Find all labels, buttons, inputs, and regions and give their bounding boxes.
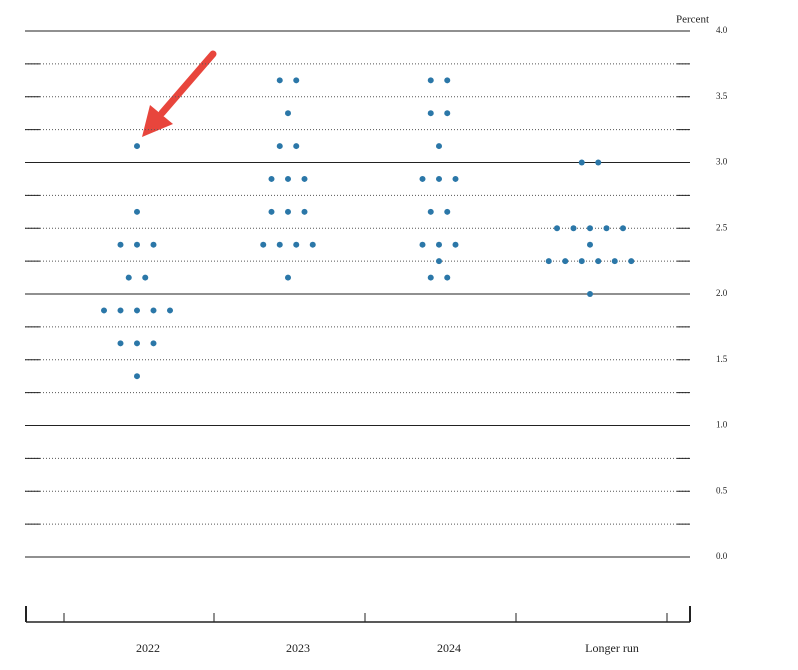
dot bbox=[285, 274, 291, 281]
dot bbox=[309, 241, 316, 248]
dot bbox=[419, 175, 426, 182]
dot bbox=[427, 110, 434, 117]
dot bbox=[268, 208, 275, 215]
dot bbox=[134, 340, 140, 347]
dot bbox=[125, 274, 132, 281]
dot bbox=[134, 143, 140, 150]
dot bbox=[587, 225, 593, 232]
y-tick-label: 3.5 bbox=[716, 91, 728, 101]
dot bbox=[117, 307, 124, 314]
dot bbox=[452, 241, 459, 248]
dot bbox=[276, 77, 283, 84]
dot bbox=[554, 225, 560, 232]
y-tick-label: 4.0 bbox=[716, 25, 728, 35]
y-tick-label: 1.5 bbox=[716, 354, 728, 364]
dot bbox=[117, 340, 124, 347]
dot bbox=[562, 258, 569, 265]
dot bbox=[452, 175, 459, 182]
dot bbox=[293, 143, 300, 150]
dot bbox=[578, 159, 585, 166]
dot bbox=[595, 159, 602, 166]
dot bbox=[285, 110, 291, 117]
dot bbox=[285, 208, 291, 215]
dot bbox=[436, 241, 442, 248]
dot bbox=[276, 143, 283, 150]
y-tick-label: 1.0 bbox=[716, 420, 728, 430]
dot bbox=[419, 241, 426, 248]
dot bbox=[444, 208, 451, 215]
dot bbox=[611, 258, 618, 265]
dot bbox=[436, 175, 442, 182]
dot bbox=[293, 241, 300, 248]
dot bbox=[293, 77, 300, 84]
dot bbox=[268, 175, 275, 182]
dot bbox=[285, 175, 291, 182]
y-tick-label: 2.0 bbox=[716, 288, 728, 298]
dot bbox=[301, 175, 308, 182]
dot bbox=[427, 208, 434, 215]
y-tick-label: 0.5 bbox=[716, 485, 728, 495]
dot bbox=[570, 225, 577, 232]
y-axis-label: Percent bbox=[676, 14, 709, 26]
dot bbox=[587, 241, 593, 248]
dot bbox=[603, 225, 610, 232]
dot bbox=[628, 258, 635, 265]
x-tick-label: Longer run bbox=[585, 641, 639, 655]
dot bbox=[545, 258, 552, 265]
annotation-arrow bbox=[142, 50, 217, 137]
dot bbox=[134, 373, 140, 380]
dot bbox=[117, 241, 124, 248]
dot bbox=[150, 241, 157, 248]
dot bbox=[427, 77, 434, 84]
dot bbox=[444, 77, 451, 84]
dot bbox=[444, 110, 451, 117]
y-tick-label: 0.0 bbox=[716, 551, 728, 561]
dot bbox=[134, 208, 140, 215]
dot bbox=[436, 258, 442, 265]
dot bbox=[260, 241, 267, 248]
dot bbox=[595, 258, 602, 265]
dot bbox=[150, 340, 157, 347]
dot bbox=[276, 241, 283, 248]
dot bbox=[134, 241, 140, 248]
dot bbox=[101, 307, 107, 314]
dot bbox=[167, 307, 173, 314]
x-tick-label: 2022 bbox=[136, 641, 160, 655]
y-tick-label: 2.5 bbox=[716, 222, 728, 232]
y-tick-label: 3.0 bbox=[716, 157, 728, 167]
dot bbox=[436, 143, 442, 150]
x-tick-label: 2024 bbox=[437, 641, 461, 655]
dot bbox=[587, 291, 593, 297]
x-tick-label: 2023 bbox=[286, 641, 310, 655]
dot bbox=[134, 307, 140, 314]
dot bbox=[620, 225, 626, 232]
dot bbox=[142, 274, 149, 281]
dot bbox=[150, 307, 157, 314]
dot bbox=[578, 258, 585, 265]
dot bbox=[444, 274, 451, 281]
dot bbox=[301, 208, 308, 215]
dot bbox=[427, 274, 434, 281]
